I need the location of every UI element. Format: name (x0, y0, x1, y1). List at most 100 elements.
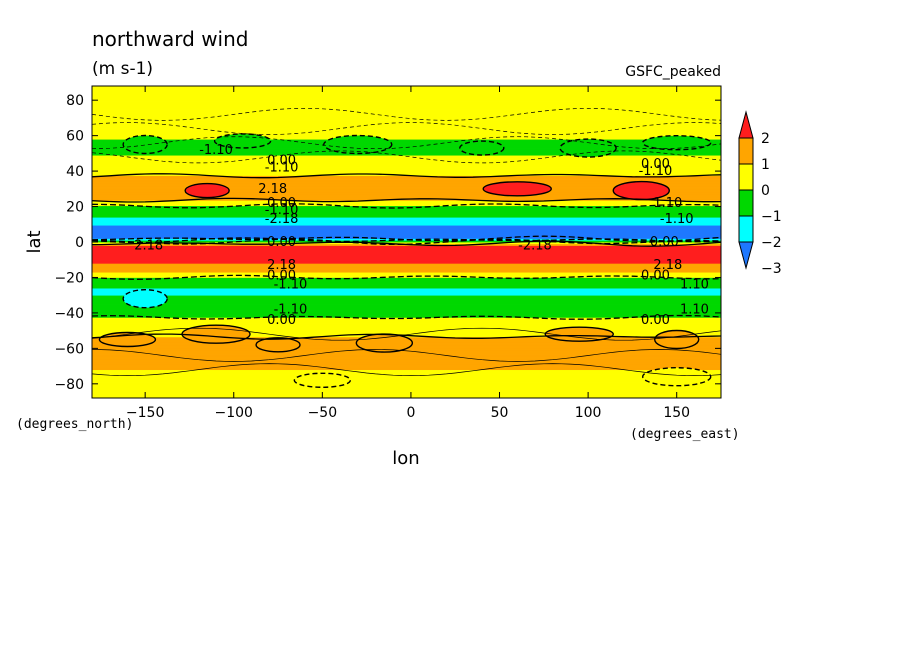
lat-band (92, 136, 721, 138)
lat-band (92, 394, 721, 396)
lat-band (92, 248, 721, 250)
lat-band (92, 138, 721, 140)
lat-band (92, 165, 721, 168)
lat-band (92, 110, 721, 113)
lat-band (92, 201, 721, 203)
contour-line-minor (92, 349, 721, 362)
feature-blob (459, 140, 505, 156)
lat-band (92, 396, 721, 398)
lat-band (92, 288, 721, 290)
contour-label: -1.10 (660, 212, 694, 227)
lat-band (92, 262, 721, 264)
lat-band (92, 163, 721, 165)
lat-band (92, 164, 721, 167)
feature-blob (642, 135, 712, 151)
lat-band (92, 279, 721, 281)
lat-band (92, 161, 721, 163)
lat-band (92, 326, 721, 328)
lat-band (92, 381, 721, 383)
lat-band (92, 238, 721, 240)
lat-band (92, 382, 721, 384)
lat-band (92, 327, 721, 329)
lat-band (92, 304, 721, 307)
colorbar-tick-label: −1 (761, 209, 782, 225)
lat-band (92, 259, 721, 262)
lat-band (92, 156, 721, 159)
lat-band (92, 102, 721, 105)
lat-band (92, 93, 721, 95)
lat-band (92, 388, 721, 390)
lat-band (92, 356, 721, 358)
lat-band (92, 333, 721, 335)
lat-band (92, 234, 721, 236)
lat-band (92, 324, 721, 326)
lat-band (92, 290, 721, 293)
contour-label: -1.10 (265, 203, 299, 218)
colorbar-segment (738, 189, 754, 217)
colorbar-tick-label: −3 (761, 261, 782, 277)
lat-band (92, 204, 721, 207)
lat-band (92, 144, 721, 146)
lat-band (92, 295, 721, 297)
lat-band (92, 178, 721, 180)
contour-label: -1.10 (639, 164, 673, 179)
lat-band (92, 131, 721, 133)
lat-band (92, 181, 721, 184)
contour-line-minor (92, 122, 721, 135)
contour-line (92, 333, 721, 340)
lat-band (92, 241, 721, 243)
feature-blob (122, 134, 168, 155)
feature-blob (181, 324, 251, 344)
contour-label: 1.10 (680, 278, 709, 293)
lat-band (92, 286, 721, 288)
lat-band (92, 292, 721, 294)
feature-blob (544, 326, 614, 342)
lat-band (92, 283, 721, 285)
contour-line-minor (92, 327, 721, 341)
lat-band (92, 218, 721, 221)
lat-band (92, 106, 721, 108)
lat-band (92, 281, 721, 284)
lat-band (92, 359, 721, 361)
y-tick-label: 0 (75, 235, 84, 251)
contour-label: -2.18 (518, 239, 552, 254)
lat-band (92, 132, 721, 135)
contour-label: -1.10 (274, 302, 308, 317)
lat-band (92, 323, 721, 325)
lat-band (92, 253, 721, 255)
lat-band (92, 349, 721, 351)
lat-band (92, 86, 721, 88)
lat-band (92, 134, 721, 137)
lat-band (92, 224, 721, 226)
lat-band (92, 203, 721, 206)
chart-title: northward wind (92, 27, 248, 51)
colorbar-max-triangle (738, 110, 754, 139)
lat-band (92, 270, 721, 272)
lat-band (92, 303, 721, 305)
lat-band (92, 227, 721, 230)
lat-band (92, 218, 721, 220)
contour-line-minor (92, 363, 721, 376)
lat-band (92, 249, 721, 252)
lat-band (92, 86, 721, 89)
lat-band (92, 355, 721, 357)
lat-band (92, 219, 721, 222)
lat-band (92, 264, 721, 266)
lat-band (92, 170, 721, 172)
contour-label: 2.18 (653, 258, 682, 273)
lat-band (92, 142, 721, 145)
lat-band (92, 235, 721, 238)
y-axis-unit: (degrees_north) (16, 417, 133, 432)
lat-band (92, 265, 721, 268)
y-axis: −80 −60 −40 −20 0 20 40 60 80 (54, 93, 721, 393)
lat-band (92, 91, 721, 93)
contour-line-minor (92, 136, 721, 150)
x-axis-unit: (degrees_east) (630, 427, 740, 442)
lat-band (92, 180, 721, 183)
lat-band (92, 312, 721, 314)
lat-band (92, 369, 721, 371)
lat-band (92, 230, 721, 232)
lat-band (92, 374, 721, 376)
lat-band (92, 211, 721, 214)
